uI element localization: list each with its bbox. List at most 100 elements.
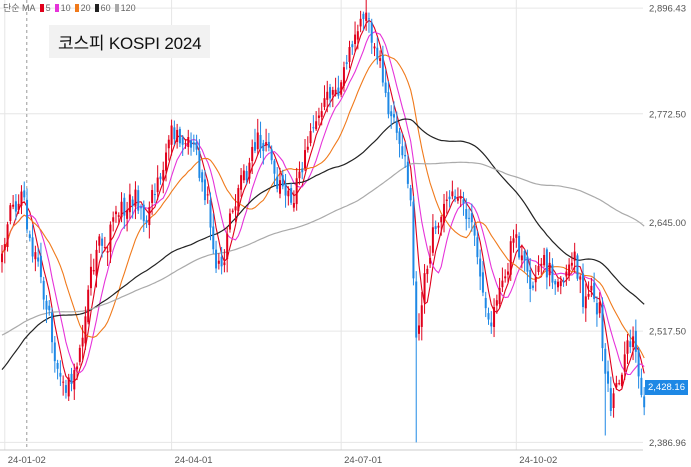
candle-body [354, 34, 357, 45]
candle-body [342, 67, 345, 86]
candle-body [373, 46, 376, 49]
candle-body [331, 90, 334, 95]
candle-body [67, 377, 70, 397]
candle-body [106, 251, 109, 253]
candle-body [51, 312, 54, 343]
candle-body [37, 257, 40, 262]
candle-body [217, 260, 220, 264]
candle-body [387, 92, 390, 115]
candle-body [493, 307, 496, 327]
candle-body [487, 313, 490, 320]
candle-body [476, 237, 479, 258]
candle-body [162, 169, 165, 181]
candle-body [265, 142, 268, 146]
candle-body [251, 146, 254, 162]
candle-body [317, 115, 320, 118]
candle-body [587, 293, 590, 297]
candle-body [17, 203, 20, 211]
candle-body [315, 121, 318, 130]
candle-body [495, 300, 498, 306]
legend-period-ma20: 20 [80, 2, 91, 13]
candle-body [295, 178, 298, 205]
candle-body [137, 190, 140, 211]
candle-body [640, 377, 643, 395]
legend-period-ma60: 60 [100, 2, 111, 13]
candle-body [420, 305, 423, 327]
candle-body [39, 255, 42, 278]
candle-body [484, 297, 487, 309]
ma5-line [1, 19, 645, 392]
candle-body [20, 191, 23, 206]
candle-body [273, 160, 276, 174]
candle-body [123, 197, 126, 216]
candle-body [554, 280, 557, 285]
candle-body [520, 255, 523, 261]
candle-body [28, 234, 31, 238]
candle-body [359, 18, 362, 27]
candle-body [253, 142, 256, 151]
candle-body [434, 226, 437, 229]
candle-body [226, 233, 229, 260]
candle-body [9, 205, 12, 221]
candle-body [515, 234, 518, 238]
candle-body [198, 151, 201, 178]
candle-body [126, 209, 129, 219]
candle-body [384, 82, 387, 93]
candle-body [531, 285, 534, 288]
candle-body [70, 373, 73, 384]
ma10-line [1, 31, 645, 376]
x-tick-label: 24-10-02 [519, 455, 557, 466]
candle-body [64, 385, 67, 393]
candle-body [462, 199, 465, 204]
candle-body [290, 188, 293, 203]
candle-body [340, 82, 343, 95]
candle-body [270, 149, 273, 161]
candle-body [490, 322, 493, 327]
grid [0, 0, 643, 451]
candle-body [506, 271, 509, 275]
candle-body [415, 281, 418, 338]
candle-body [242, 170, 245, 181]
candle-body [509, 241, 512, 275]
candle-body [634, 330, 637, 352]
candle-body [248, 162, 251, 179]
candle-body [109, 224, 112, 252]
candle-body [34, 252, 37, 260]
candle-body [220, 256, 223, 267]
candle-body [498, 288, 501, 304]
candle-body [418, 325, 420, 334]
candle-body [345, 62, 348, 65]
candle-body [48, 305, 51, 311]
candle-body [406, 161, 409, 184]
candle-body [568, 264, 571, 276]
candle-body [81, 337, 84, 347]
candle-body [643, 396, 646, 408]
candle-body [559, 281, 562, 287]
candle-body [26, 199, 29, 230]
candle-body [201, 172, 204, 183]
candle-body [101, 238, 104, 246]
ma20-line [1, 54, 645, 359]
candle-body [392, 114, 395, 118]
candle-body [45, 300, 48, 310]
x-tick-label: 24-04-01 [175, 455, 213, 466]
candle-body [456, 198, 459, 201]
candle-body [573, 251, 576, 261]
candle-body [445, 199, 448, 201]
candle-body [276, 176, 279, 189]
candle-body [62, 381, 65, 383]
candle-body [426, 268, 429, 275]
legend-period-ma5: 5 [45, 2, 51, 13]
candle-body [557, 281, 559, 288]
candle-body [518, 236, 521, 258]
candle-body [170, 125, 173, 145]
ma-legend: 단순 MA 5 10 20 60 120 [3, 1, 140, 14]
candle-body [181, 137, 184, 145]
candle-body [540, 263, 543, 266]
candle-body [454, 196, 457, 199]
candle-body [326, 91, 329, 100]
candle-body [262, 143, 265, 152]
candle-body [209, 200, 212, 228]
candle-body [529, 270, 532, 290]
candle-body [42, 280, 45, 300]
